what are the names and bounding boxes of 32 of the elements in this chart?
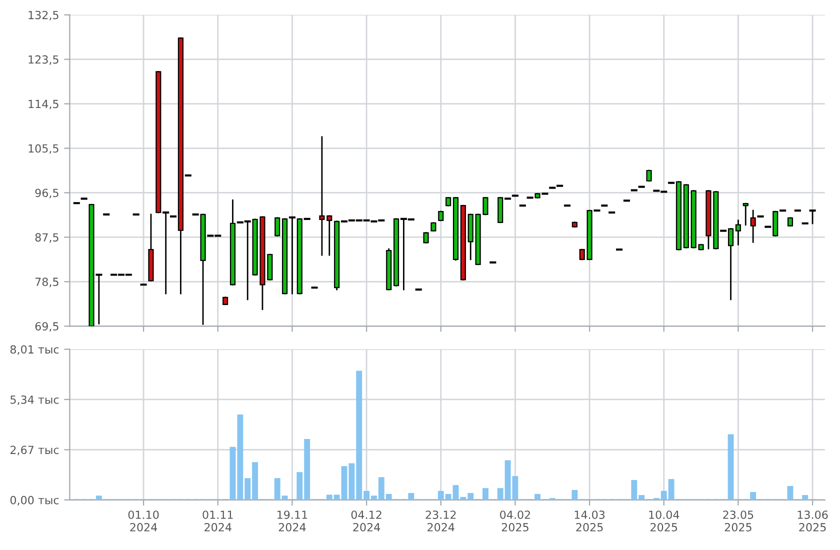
x-tick-label: 01.10 2024 [128, 510, 159, 532]
x-tick-label: 23.12 2024 [426, 510, 456, 532]
y-tick-label: 114,5 [28, 100, 58, 110]
candlestick [423, 232, 429, 244]
y-tick-label: 2,67 тыс [10, 446, 59, 456]
y-tick-label: 69,5 [35, 322, 58, 332]
y-tick-label: 87,5 [35, 233, 58, 243]
candlestick [274, 217, 280, 236]
x-tick-label: 04.12 2024 [351, 510, 382, 532]
y-tick-label: 132,5 [28, 10, 58, 20]
candlestick [735, 220, 741, 246]
x-tick-label: 04.02 2025 [500, 510, 530, 532]
x-tick-label: 23.05 2025 [723, 510, 754, 532]
candlestick [742, 202, 748, 226]
y-tick-label: 123,5 [28, 55, 58, 65]
x-tick-label: 01.11 2024 [202, 510, 233, 532]
y-tick-label: 0,00 тыс [10, 496, 59, 506]
candlestick [750, 210, 756, 243]
candlestick [646, 170, 652, 182]
x-tick-label: 14.03 2025 [574, 510, 605, 532]
y-tick-label: 8,01 тыс [10, 345, 59, 355]
y-tick-label: 96,5 [35, 188, 58, 198]
candlestick [326, 215, 332, 256]
x-tick-label: 13.06 2025 [798, 510, 828, 532]
x-tick-label: 10.04 2025 [649, 510, 680, 532]
candlestick [319, 136, 325, 256]
y-tick-label: 5,34 тыс [10, 395, 59, 405]
y-tick-label: 105,5 [28, 144, 58, 154]
candlestick [579, 248, 585, 260]
x-tick-label: 19.11 2024 [278, 510, 308, 532]
y-tick-label: 78,5 [35, 278, 58, 288]
candlestick [809, 209, 816, 224]
